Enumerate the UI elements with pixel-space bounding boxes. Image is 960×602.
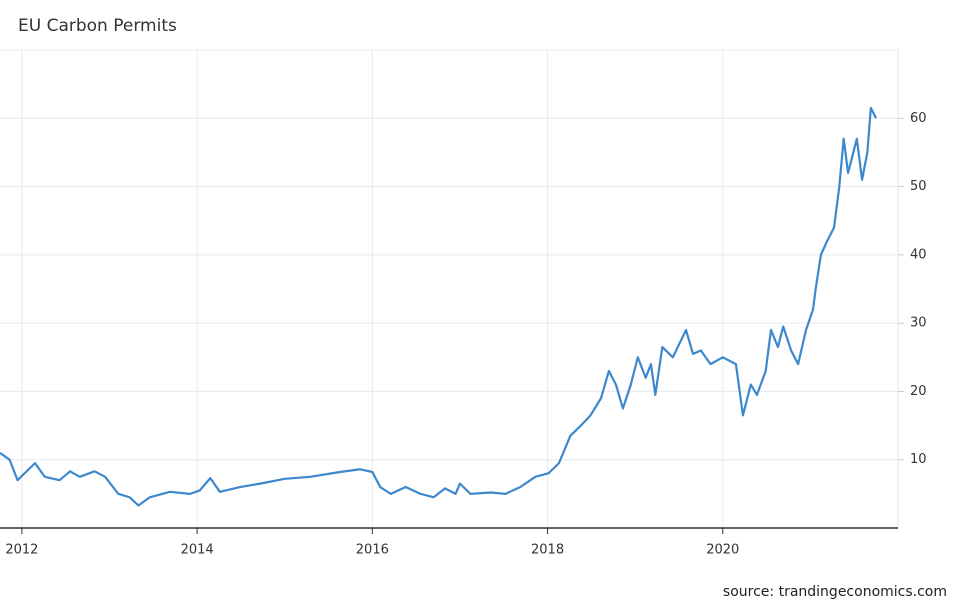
y-tick-label: 60 (910, 111, 927, 126)
chart-title: EU Carbon Permits (18, 16, 177, 36)
price-line (0, 106, 878, 507)
y-tick-label: 10 (910, 452, 927, 467)
y-tick-label: 40 (910, 247, 927, 262)
x-tick-label: 2014 (181, 543, 214, 558)
x-tick-label: 2018 (531, 543, 564, 558)
x-tick-label: 2012 (5, 543, 38, 558)
plot-area (0, 106, 878, 507)
x-tick-label: 2016 (356, 543, 389, 558)
y-tick-label: 30 (910, 316, 927, 331)
source: source: trandingeconomics.com (723, 584, 947, 600)
x-tick-label: 2020 (706, 543, 739, 558)
y-tick-label: 50 (910, 179, 927, 194)
y-tick-label: 20 (910, 384, 927, 399)
